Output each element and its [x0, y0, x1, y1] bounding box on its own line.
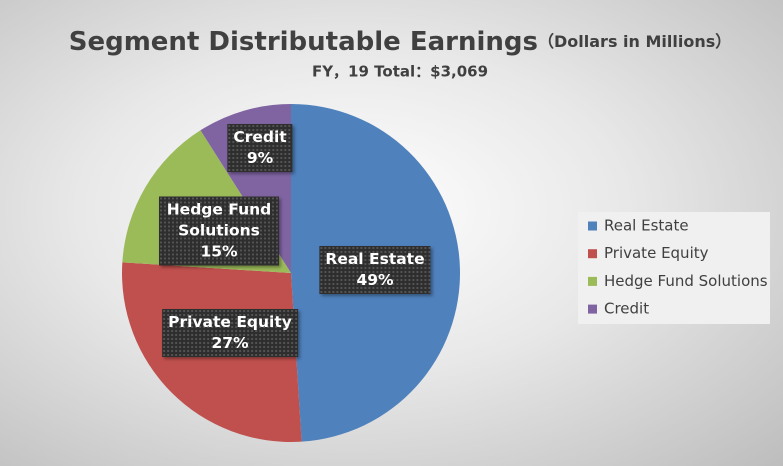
label-value: 27%: [211, 334, 249, 352]
legend-swatch: [588, 276, 597, 286]
data-label: Real Estate 49%: [319, 246, 431, 294]
legend-label: Hedge Fund Solutions: [604, 272, 768, 290]
title-note: （Dollars in Millions）: [538, 32, 731, 51]
legend-swatch: [588, 221, 597, 231]
chart-subtitle: FY，19 Total：$3,069: [312, 63, 488, 81]
label-value: 15%: [200, 242, 238, 261]
label-category: Real Estate: [325, 250, 425, 268]
legend-swatch: [588, 304, 597, 314]
legend-label: Credit: [604, 300, 649, 318]
chart-title: Segment Distributable Earnings（Dollars i…: [69, 27, 732, 57]
data-label: Hedge Fund Solutions 15%: [159, 196, 279, 266]
legend-swatch: [588, 249, 597, 259]
legend-box: [578, 212, 770, 324]
label-value: 9%: [246, 149, 274, 167]
legend-label: Private Equity: [604, 244, 709, 262]
legend-label: Real Estate: [604, 217, 689, 235]
label-category: Private Equity: [168, 313, 292, 331]
data-label: Private Equity 27%: [162, 309, 298, 357]
title-main: Segment Distributable Earnings: [69, 27, 538, 57]
label-category: Hedge Fund Solutions: [166, 200, 272, 240]
data-label: Credit 9%: [227, 124, 293, 172]
label-value: 49%: [356, 271, 394, 289]
label-category: Credit: [233, 128, 287, 146]
